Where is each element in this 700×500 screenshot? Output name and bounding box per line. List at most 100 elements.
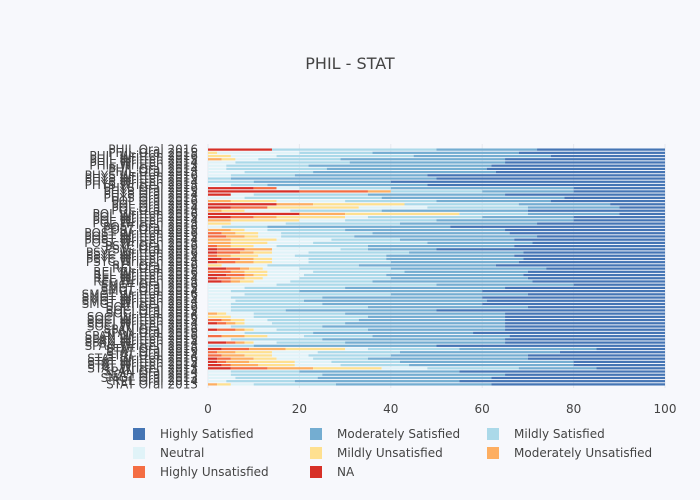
bar-segment-mildly-satisfied[interactable]: [271, 148, 437, 151]
bar-segment-moderately-satisfied[interactable]: [345, 312, 506, 315]
bar-segment-moderately-satisfied[interactable]: [390, 293, 528, 296]
bar-segment-moderately-satisfied[interactable]: [404, 270, 528, 273]
bar-segment-na[interactable]: [208, 261, 218, 264]
bar-segment-moderately-unsatisfied[interactable]: [217, 351, 236, 354]
bar-segment-neutral[interactable]: [244, 209, 291, 212]
bar-segment-mildly-satisfied[interactable]: [290, 280, 373, 283]
bar-segment-moderately-satisfied[interactable]: [436, 199, 551, 203]
bar-segment-highly-unsatisfied[interactable]: [221, 347, 250, 351]
bar-segment-highly-unsatisfied[interactable]: [208, 354, 222, 357]
bar-segment-moderately-unsatisfied[interactable]: [230, 363, 259, 367]
bar-segment-mildly-satisfied[interactable]: [235, 161, 350, 164]
bar-segment-moderately-unsatisfied[interactable]: [208, 158, 222, 161]
bar-segment-mildly-satisfied[interactable]: [226, 164, 309, 167]
bar-segment-neutral[interactable]: [381, 367, 428, 370]
bar-segment-moderately-unsatisfied[interactable]: [253, 216, 277, 219]
bar-segment-mildly-satisfied[interactable]: [230, 309, 286, 312]
bar-segment-moderately-satisfied[interactable]: [322, 296, 483, 299]
bar-segment-mildly-satisfied[interactable]: [226, 380, 295, 383]
legend-item[interactable]: NA: [310, 464, 487, 480]
bar-segment-mildly-unsatisfied[interactable]: [244, 277, 263, 280]
bar-segment-mildly-unsatisfied[interactable]: [217, 383, 231, 386]
bar-segment-mildly-satisfied[interactable]: [253, 315, 368, 318]
bar-segment-moderately-satisfied[interactable]: [367, 328, 506, 331]
bar-segment-na[interactable]: [208, 277, 218, 280]
bar-segment-highly-satisfied[interactable]: [427, 183, 665, 187]
bar-segment-na[interactable]: [208, 148, 272, 151]
bar-segment-highly-satisfied[interactable]: [505, 322, 665, 325]
bar-segment-mildly-satisfied[interactable]: [340, 248, 368, 251]
bar-segment-highly-satisfied[interactable]: [573, 363, 665, 367]
bar-segment-highly-unsatisfied[interactable]: [208, 318, 222, 322]
bar-segment-highly-unsatisfied[interactable]: [226, 267, 240, 270]
bar-segment-neutral[interactable]: [271, 354, 309, 357]
bar-segment-moderately-satisfied[interactable]: [399, 222, 538, 225]
bar-segment-highly-satisfied[interactable]: [505, 286, 665, 290]
bar-segment-neutral[interactable]: [208, 309, 231, 312]
bar-segment-na[interactable]: [208, 193, 231, 196]
bar-segment-highly-satisfied[interactable]: [514, 238, 665, 241]
bar-segment-highly-satisfied[interactable]: [509, 232, 665, 235]
bar-segment-mildly-satisfied[interactable]: [427, 367, 519, 370]
bar-segment-moderately-satisfied[interactable]: [267, 225, 451, 228]
bar-segment-highly-satisfied[interactable]: [459, 380, 665, 383]
bar-segment-moderately-satisfied[interactable]: [409, 363, 574, 367]
bar-segment-moderately-unsatisfied[interactable]: [230, 280, 240, 283]
bar-segment-highly-satisfied[interactable]: [573, 187, 665, 190]
bar-segment-neutral[interactable]: [208, 183, 231, 187]
bar-segment-highly-satisfied[interactable]: [436, 309, 666, 312]
bar-segment-moderately-satisfied[interactable]: [308, 164, 492, 167]
bar-segment-neutral[interactable]: [253, 244, 277, 248]
bar-segment-na[interactable]: [208, 367, 231, 370]
bar-segment-na[interactable]: [208, 248, 218, 251]
bar-segment-highly-satisfied[interactable]: [482, 296, 665, 299]
bar-segment-mildly-unsatisfied[interactable]: [253, 273, 268, 277]
bar-segment-moderately-satisfied[interactable]: [367, 248, 437, 251]
bar-segment-moderately-unsatisfied[interactable]: [276, 203, 314, 206]
bar-segment-highly-satisfied[interactable]: [505, 373, 665, 376]
bar-segment-mildly-unsatisfied[interactable]: [221, 158, 236, 161]
bar-segment-na[interactable]: [208, 190, 300, 193]
bar-segment-highly-satisfied[interactable]: [491, 383, 665, 386]
bar-segment-moderately-unsatisfied[interactable]: [239, 267, 250, 270]
bar-segment-neutral[interactable]: [244, 228, 268, 232]
bar-segment-highly-satisfied[interactable]: [518, 151, 665, 154]
bar-segment-mildly-satisfied[interactable]: [230, 373, 323, 376]
bar-segment-mildly-satisfied[interactable]: [276, 283, 437, 286]
bar-segment-highly-satisfied[interactable]: [527, 357, 665, 360]
bar-segment-highly-satisfied[interactable]: [505, 328, 665, 331]
bar-segment-neutral[interactable]: [345, 347, 368, 351]
bar-segment-mildly-satisfied[interactable]: [308, 354, 391, 357]
bar-segment-moderately-unsatisfied[interactable]: [208, 228, 231, 232]
bar-segment-highly-unsatisfied[interactable]: [221, 363, 231, 367]
bar-segment-highly-satisfied[interactable]: [505, 312, 665, 315]
bar-segment-mildly-unsatisfied[interactable]: [345, 212, 460, 216]
bar-segment-highly-satisfied[interactable]: [505, 325, 665, 328]
bar-segment-highly-satisfied[interactable]: [505, 315, 665, 318]
bar-segment-highly-unsatisfied[interactable]: [230, 367, 268, 370]
bar-segment-mildly-satisfied[interactable]: [313, 357, 368, 360]
bar-segment-highly-satisfied[interactable]: [564, 196, 665, 199]
bar-segment-mildly-satisfied[interactable]: [276, 154, 414, 158]
bar-segment-neutral[interactable]: [208, 380, 227, 383]
bar-segment-neutral[interactable]: [230, 193, 254, 196]
bar-segment-moderately-satisfied[interactable]: [399, 351, 560, 354]
bar-segment-moderately-unsatisfied[interactable]: [239, 257, 254, 261]
bar-segment-highly-unsatisfied[interactable]: [208, 232, 222, 235]
bar-segment-moderately-unsatisfied[interactable]: [208, 241, 231, 245]
bar-segment-neutral[interactable]: [208, 283, 277, 286]
bar-segment-highly-satisfied[interactable]: [482, 302, 665, 306]
bar-segment-moderately-unsatisfied[interactable]: [221, 354, 245, 357]
bar-segment-moderately-unsatisfied[interactable]: [244, 248, 272, 251]
bar-segment-moderately-satisfied[interactable]: [354, 235, 538, 238]
bar-segment-mildly-unsatisfied[interactable]: [253, 251, 272, 254]
bar-segment-mildly-satisfied[interactable]: [308, 261, 391, 264]
bar-segment-mildly-satisfied[interactable]: [230, 183, 268, 187]
bar-segment-highly-unsatisfied[interactable]: [217, 248, 245, 251]
bar-segment-mildly-unsatisfied[interactable]: [230, 199, 277, 203]
bar-segment-mildly-satisfied[interactable]: [276, 328, 368, 331]
bar-segment-highly-satisfied[interactable]: [491, 376, 665, 380]
bar-segment-neutral[interactable]: [208, 174, 231, 177]
bar-segment-neutral[interactable]: [244, 318, 268, 322]
bar-segment-moderately-unsatisfied[interactable]: [267, 367, 314, 370]
